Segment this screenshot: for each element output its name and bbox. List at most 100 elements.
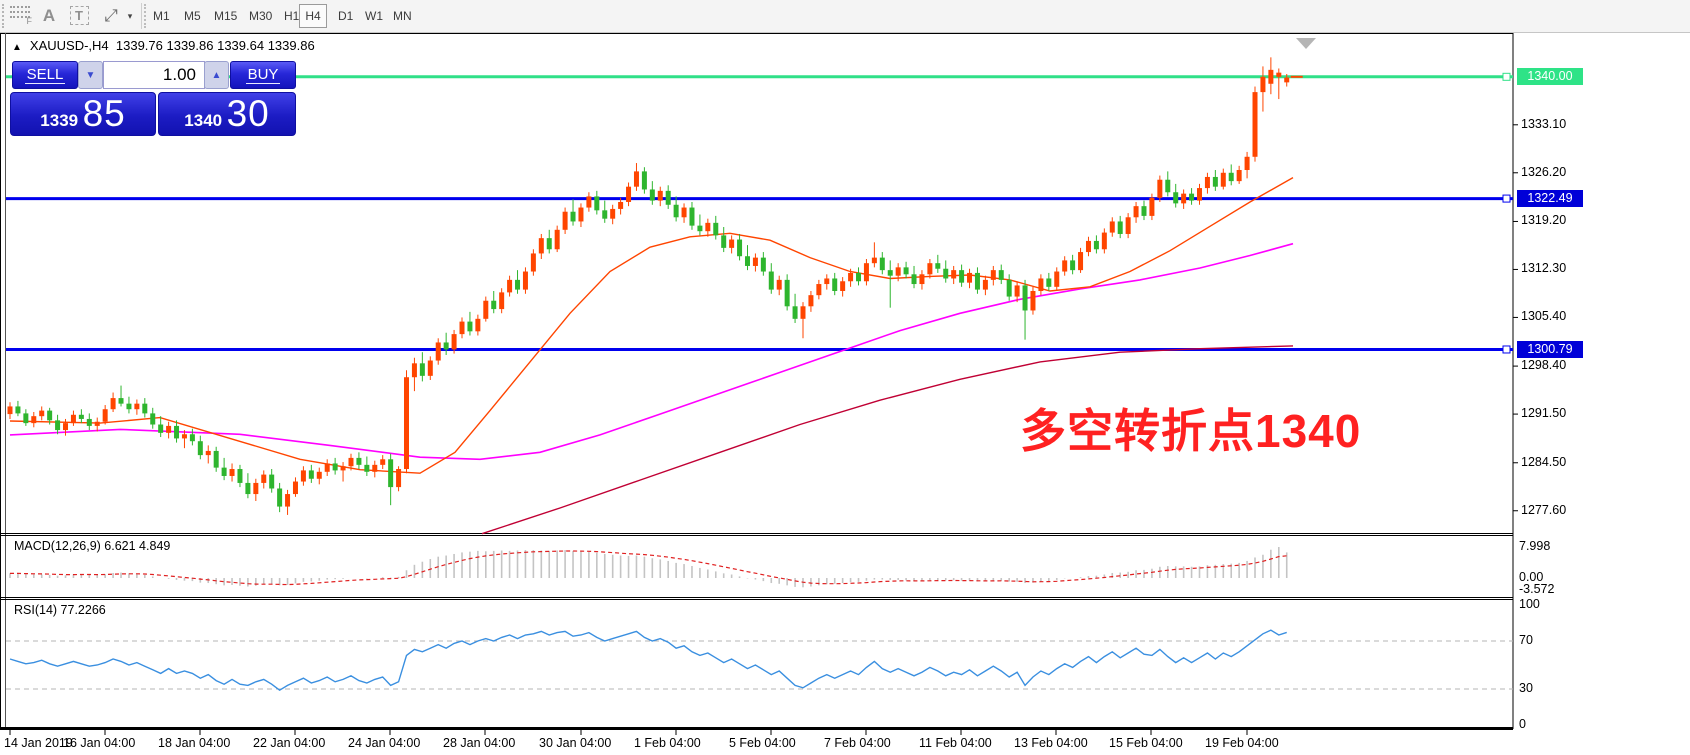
candle-body	[174, 425, 180, 439]
candle-body	[63, 423, 69, 431]
candle-body	[697, 225, 703, 232]
timeframe-mn[interactable]: MN	[393, 9, 412, 23]
candle-body	[451, 334, 457, 350]
price-axis-label: 1277.60	[1521, 502, 1567, 517]
timeframe-h4[interactable]: H4	[299, 4, 327, 28]
candle-body	[1117, 221, 1123, 234]
candle-body	[768, 271, 774, 290]
scroll-to-end-arrow-icon[interactable]	[1296, 38, 1316, 49]
candle-body	[261, 474, 267, 483]
candle-body	[419, 363, 425, 376]
candle-body	[404, 377, 409, 470]
candle-body	[205, 450, 211, 456]
candle-body	[522, 271, 528, 290]
candle-body	[641, 171, 647, 190]
candle-body	[229, 469, 235, 476]
candle-body	[871, 257, 877, 264]
candle-body	[1204, 176, 1210, 189]
volume-decrease-button[interactable]: ▼	[78, 61, 103, 89]
timeframe-m15[interactable]: M15	[214, 9, 238, 23]
candle-body	[744, 256, 750, 266]
candle-body	[31, 416, 37, 424]
candle-body	[800, 306, 806, 319]
ask-price-display[interactable]: 1340 30	[158, 92, 296, 136]
candle-body	[118, 398, 124, 404]
candle-body	[475, 318, 481, 332]
candle-body	[443, 342, 449, 350]
timeframe-w1[interactable]: W1	[365, 9, 383, 23]
arrows-caret-icon[interactable]: ▾	[127, 11, 133, 21]
price-tag-1322.49: 1322.49	[1517, 190, 1583, 208]
level-anchor[interactable]	[1502, 345, 1511, 354]
volume-increase-button[interactable]: ▲	[204, 61, 229, 89]
rsi-scale-label: 0	[1519, 717, 1526, 731]
candle-body	[943, 268, 949, 279]
candle-body	[7, 406, 13, 415]
symbol-arrow-icon[interactable]: ▲	[12, 42, 22, 53]
price-axis-label: 1291.50	[1521, 406, 1567, 421]
text-a-icon[interactable]: A	[42, 6, 56, 25]
candle-body	[649, 189, 655, 201]
macd-label: MACD(12,26,9) 6.621 4.849	[14, 539, 171, 553]
candle-body	[411, 363, 417, 378]
buy-button-label: BUY	[245, 66, 281, 84]
timeframe-m30[interactable]: M30	[249, 9, 273, 23]
candle-body	[1149, 197, 1155, 216]
candle-body	[221, 467, 227, 476]
level-anchor[interactable]	[1502, 72, 1511, 81]
candle-body	[554, 229, 560, 250]
timeframe-h1[interactable]: H1	[284, 9, 300, 23]
candle-body	[70, 414, 76, 424]
candle-body	[633, 171, 639, 187]
candle-body	[911, 274, 917, 285]
label-t-icon[interactable]: T	[68, 3, 90, 29]
time-axis-label: 19 Feb 04:00	[1205, 736, 1279, 750]
candle-body	[491, 300, 497, 310]
candle-body	[967, 272, 973, 283]
volume-input[interactable]: 1.00	[103, 61, 205, 89]
candle-body	[562, 211, 568, 230]
candle-body	[959, 270, 965, 283]
candle-body	[158, 424, 164, 433]
candle-body	[657, 190, 663, 201]
candle-body	[1125, 217, 1131, 234]
rsi-line	[9, 629, 1287, 692]
price-tag-1340.00: 1340.00	[1517, 68, 1583, 86]
toolbar-grip[interactable]	[2, 4, 6, 28]
timeframe-m1[interactable]: M1	[153, 9, 170, 23]
level-anchor[interactable]	[1502, 194, 1511, 203]
candle-body	[427, 360, 433, 376]
candle-body	[1220, 172, 1226, 187]
candle-body	[1173, 192, 1179, 204]
time-axis-label: 5 Feb 04:00	[729, 736, 796, 750]
candle-body	[332, 463, 338, 471]
arrows-icon[interactable]: ⤢	[104, 6, 118, 25]
candle-body	[110, 398, 116, 410]
candle-body	[610, 208, 616, 219]
candle-body	[729, 239, 735, 248]
candle-body	[292, 481, 298, 495]
toolbar-grip-2[interactable]	[144, 4, 147, 28]
buy-button[interactable]: BUY	[230, 61, 296, 89]
candle-body	[1085, 240, 1091, 253]
candle-body	[673, 204, 679, 218]
price-tag-1300.79: 1300.79	[1517, 340, 1583, 358]
timeframe-m5[interactable]: M5	[184, 9, 201, 23]
price-axis-label: 1312.30	[1521, 261, 1567, 276]
candle-body	[150, 413, 156, 425]
candle-body	[47, 410, 53, 421]
candle-body	[388, 459, 394, 488]
ask-price-small: 1340	[184, 111, 223, 130]
candle-body	[919, 274, 925, 285]
indicator-grid-icon[interactable]: F	[8, 3, 32, 29]
bid-price-display[interactable]: 1339 85	[10, 92, 156, 136]
time-axis-label: 30 Jan 04:00	[539, 736, 612, 750]
chart-canvas[interactable]	[0, 33, 1690, 755]
candle-body	[356, 457, 362, 465]
timeframe-d1[interactable]: D1	[338, 9, 354, 23]
sell-button[interactable]: SELL	[12, 61, 78, 89]
candle-body	[546, 238, 552, 250]
candle-body	[1197, 188, 1202, 201]
candle-body	[824, 278, 830, 285]
candle-body	[507, 279, 513, 293]
